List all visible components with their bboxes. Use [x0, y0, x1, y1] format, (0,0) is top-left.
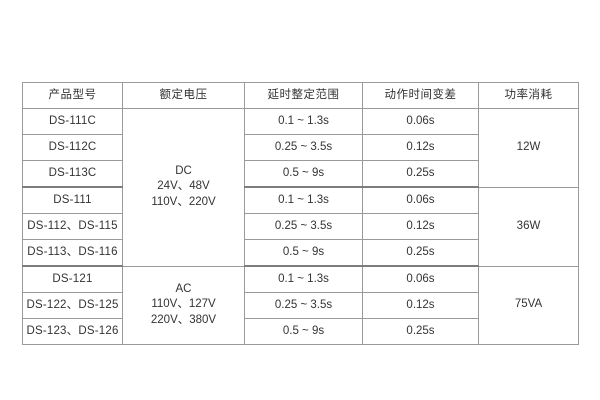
table-row: DS-122、DS-125 0.25 ~ 3.5s 0.12s	[22, 292, 579, 319]
cell-time-variation: 0.12s	[362, 292, 479, 319]
voltage-line-high: 110V、220V	[151, 196, 216, 208]
cell-delay-range: 0.5 ~ 9s	[244, 160, 363, 188]
column-header-delay-setting-range: 延时整定范围	[244, 82, 363, 109]
table-body: DS-111C DC 24V、48V 110V、220V 0.1 ~ 1.3s …	[22, 108, 579, 345]
cell-power-consumption: 36W	[478, 186, 579, 267]
cell-rated-voltage-dc: DC 24V、48V 110V、220V	[122, 108, 245, 267]
cell-model: DS-112、DS-115	[22, 213, 123, 240]
cell-model: DS-113C	[22, 160, 123, 188]
column-header-rated-voltage: 额定电压	[122, 82, 245, 109]
voltage-line-low: 110V、127V	[151, 298, 216, 311]
cell-model: DS-111	[22, 186, 123, 214]
cell-time-variation: 0.06s	[362, 265, 479, 293]
table-row: DS-121 AC 110V、127V 220V、380V 0.1 ~ 1.3s…	[22, 265, 579, 345]
cell-model: DS-111C	[22, 108, 123, 135]
cell-delay-range: 0.1 ~ 1.3s	[244, 186, 363, 214]
cell-delay-range: 0.25 ~ 3.5s	[244, 134, 363, 161]
table-row: DS-111C DC 24V、48V 110V、220V 0.1 ~ 1.3s …	[22, 108, 579, 267]
table-row: DS-123、DS-126 0.5 ~ 9s 0.25s	[22, 318, 579, 345]
specification-table: 产品型号 额定电压 延时整定范围 动作时间变差 功率消耗 DS-111C DC …	[22, 82, 579, 345]
table-row: DS-113、DS-116 0.5 ~ 9s 0.25s	[22, 239, 579, 267]
column-header-power-consumption: 功率消耗	[478, 82, 579, 109]
voltage-line-type: DC	[175, 164, 192, 177]
voltage-line-type: AC	[175, 282, 192, 295]
cell-model: DS-113、DS-116	[22, 239, 123, 267]
cell-delay-range: 0.5 ~ 9s	[244, 318, 363, 345]
table-header: 产品型号 额定电压 延时整定范围 动作时间变差 功率消耗	[22, 82, 579, 109]
cell-time-variation: 0.12s	[362, 213, 479, 240]
cell-delay-range: 0.1 ~ 1.3s	[244, 108, 363, 135]
cell-model: DS-123、DS-126	[22, 318, 123, 345]
table-header-row: 产品型号 额定电压 延时整定范围 动作时间变差 功率消耗	[22, 82, 579, 109]
cell-delay-range: 0.5 ~ 9s	[244, 239, 363, 267]
cell-power-consumption: 75VA	[478, 265, 579, 345]
cell-model: DS-112C	[22, 134, 123, 161]
cell-time-variation: 0.25s	[362, 239, 479, 267]
voltage-line-high: 220V、380V	[150, 314, 217, 326]
table-row: DS-112C 0.25 ~ 3.5s 0.12s	[22, 134, 579, 161]
cell-delay-range: 0.1 ~ 1.3s	[244, 265, 363, 293]
cell-time-variation: 0.06s	[362, 108, 479, 135]
table-row: DS-113C 0.5 ~ 9s 0.25s	[22, 160, 579, 188]
cell-rated-voltage-ac: AC 110V、127V 220V、380V	[122, 265, 245, 345]
column-header-operate-time-variation: 动作时间变差	[362, 82, 479, 109]
cell-time-variation: 0.25s	[362, 160, 479, 188]
table-row: DS-112、DS-115 0.25 ~ 3.5s 0.12s	[22, 213, 579, 240]
cell-power-consumption: 12W	[478, 108, 579, 188]
voltage-line-low: 24V、48V	[157, 180, 210, 193]
table-row: DS-111 0.1 ~ 1.3s 0.06s 36W	[22, 186, 579, 267]
cell-model: DS-122、DS-125	[22, 292, 123, 319]
cell-time-variation: 0.25s	[362, 318, 479, 345]
cell-delay-range: 0.25 ~ 3.5s	[244, 213, 363, 240]
column-header-model: 产品型号	[22, 82, 123, 109]
cell-time-variation: 0.12s	[362, 134, 479, 161]
cell-time-variation: 0.06s	[362, 186, 479, 214]
cell-model: DS-121	[22, 265, 123, 293]
specification-table-container: 产品型号 额定电压 延时整定范围 动作时间变差 功率消耗 DS-111C DC …	[22, 82, 579, 345]
cell-delay-range: 0.25 ~ 3.5s	[244, 292, 363, 319]
